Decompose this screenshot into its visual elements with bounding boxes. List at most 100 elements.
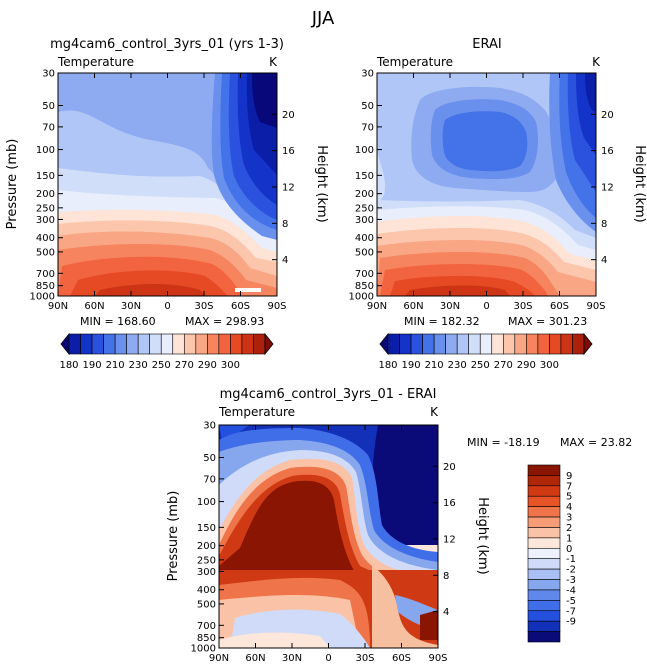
y-tick-label: 250	[36, 203, 55, 214]
y2-tick-label: 12	[282, 182, 295, 193]
y-tick-label: 30	[361, 69, 374, 80]
page-title: JJA	[311, 8, 335, 29]
colorbar-1-swatch	[241, 333, 254, 355]
y-tick-label: 1000	[191, 644, 216, 655]
y2-tick-label: 8	[601, 219, 607, 230]
colorbar-3-swatch	[527, 475, 561, 487]
panel-title: ERAI	[472, 37, 501, 52]
colorbar-3-swatch	[527, 495, 561, 507]
colorbar-2-label: 210	[425, 360, 444, 371]
colorbar-1-swatch	[183, 333, 197, 355]
x-tick-label: 30S	[355, 653, 374, 664]
colorbar-1-swatch	[91, 333, 104, 355]
min-label: MIN = 168.60	[80, 315, 156, 328]
y2-tick-label: 20	[282, 110, 295, 121]
x-tick-label: 90S	[267, 301, 286, 312]
x-tick-label: 30N	[440, 301, 460, 312]
colorbar-3-label: 7	[566, 481, 572, 492]
y-tick-label: 150	[197, 523, 216, 534]
max-label: MAX = 23.82	[560, 436, 632, 449]
colorbar-2-swatch	[445, 333, 458, 355]
y-tick-label: 700	[36, 269, 55, 280]
colorbar-1-swatch	[172, 333, 185, 355]
y-tick-label: 50	[42, 101, 55, 112]
colorbar-3-label: 9	[566, 471, 572, 482]
y2-tick-label: 8	[443, 571, 449, 582]
y2-tick-label: 20	[443, 462, 456, 473]
colorbar-1-swatch	[160, 333, 174, 355]
colorbar-3-swatch	[527, 620, 561, 632]
y-tick-label: 300	[197, 567, 216, 578]
y2-tick-label: 16	[443, 498, 456, 509]
y2-axis-label: Height (km)	[314, 145, 329, 222]
colorbar-3-swatch	[527, 547, 561, 560]
colorbar-1-swatch	[149, 333, 162, 355]
colorbar-3-label: 4	[566, 502, 572, 513]
colorbar-1-label: 300	[221, 360, 240, 371]
y2-tick-label: 12	[601, 182, 614, 193]
colorbar-2-label: 300	[540, 360, 559, 371]
colorbar-2-swatch	[491, 333, 504, 355]
y-tick-label: 100	[36, 145, 55, 156]
contour-band	[405, 285, 510, 296]
colorbar-1-label: 250	[152, 360, 171, 371]
y2-tick-label: 16	[282, 146, 295, 157]
x-tick-label: 90S	[586, 301, 605, 312]
y-tick-label: 400	[36, 233, 55, 244]
y-tick-label: 50	[203, 453, 216, 464]
colorbar-3-swatch	[527, 600, 561, 612]
axes-and-colorbars: 90N 60N 30N 0 30S 60S 90S305070100150200250300…	[30, 69, 614, 665]
colorbar-2-end-arrow	[379, 332, 389, 356]
y-tick-label: 300	[36, 215, 55, 226]
colorbar-2-swatch	[502, 333, 516, 355]
y2-tick-label: 4	[443, 607, 449, 618]
y2-axis-label: Height (km)	[475, 497, 490, 574]
colorbar-3-label: 3	[566, 513, 572, 524]
x-tick-label: 60S	[231, 301, 250, 312]
colorbar-1-swatch	[218, 333, 231, 355]
x-tick-label: 60N	[403, 301, 423, 312]
y-tick-label: 850	[355, 281, 374, 292]
y-tick-label: 1000	[349, 292, 374, 303]
panel-title: mg4cam6_control_3yrs_01 (yrs 1-3)	[50, 37, 284, 52]
x-tick-label: 30N	[282, 653, 302, 664]
x-tick-label: 30S	[513, 301, 532, 312]
colorbar-2-swatch	[526, 333, 539, 355]
colorbar-3-label: -1	[566, 554, 576, 565]
colorbar-3-label: -5	[566, 596, 576, 607]
colorbar-2-swatch	[456, 333, 470, 355]
variable-label: Temperature	[376, 55, 453, 69]
colorbar-2-swatch	[410, 333, 423, 355]
colorbar-1-label: 180	[59, 360, 78, 371]
colorbar-1-swatch	[103, 333, 116, 355]
contour-band	[585, 73, 596, 112]
y-tick-label: 70	[203, 474, 216, 485]
colorbar-3-swatch	[527, 527, 561, 539]
units-label: K	[592, 55, 601, 69]
colorbar-3-swatch	[527, 506, 561, 518]
colorbar-3-label: -7	[566, 606, 576, 617]
colorbar-3-swatch	[527, 516, 561, 528]
colorbar-3-label: -3	[566, 575, 576, 586]
colorbar-2-swatch	[537, 333, 550, 355]
colorbar-3-label: 5	[566, 492, 572, 503]
y-tick-label: 250	[355, 203, 374, 214]
y-tick-label: 250	[197, 555, 216, 566]
contour-band	[235, 288, 261, 292]
colorbar-2-swatch	[560, 333, 573, 355]
y-tick-label: 150	[355, 171, 374, 182]
colorbar-3-swatch	[527, 631, 561, 643]
y2-tick-label: 20	[601, 110, 614, 121]
colorbar-3-swatch	[527, 558, 561, 570]
y-tick-label: 700	[197, 621, 216, 632]
contour-band	[219, 632, 330, 648]
x-tick-label: 60S	[550, 301, 569, 312]
contour-band	[372, 565, 438, 648]
y-tick-label: 200	[197, 541, 216, 552]
panel-erai: ERAI Temperature K Height (km)	[376, 37, 647, 328]
colorbar-1-swatch	[195, 333, 208, 355]
colorbar-3-swatch	[527, 568, 561, 580]
y2-tick-label: 4	[601, 255, 607, 266]
colorbar-2-swatch	[572, 333, 585, 355]
colorbar-1-swatch	[207, 333, 220, 355]
